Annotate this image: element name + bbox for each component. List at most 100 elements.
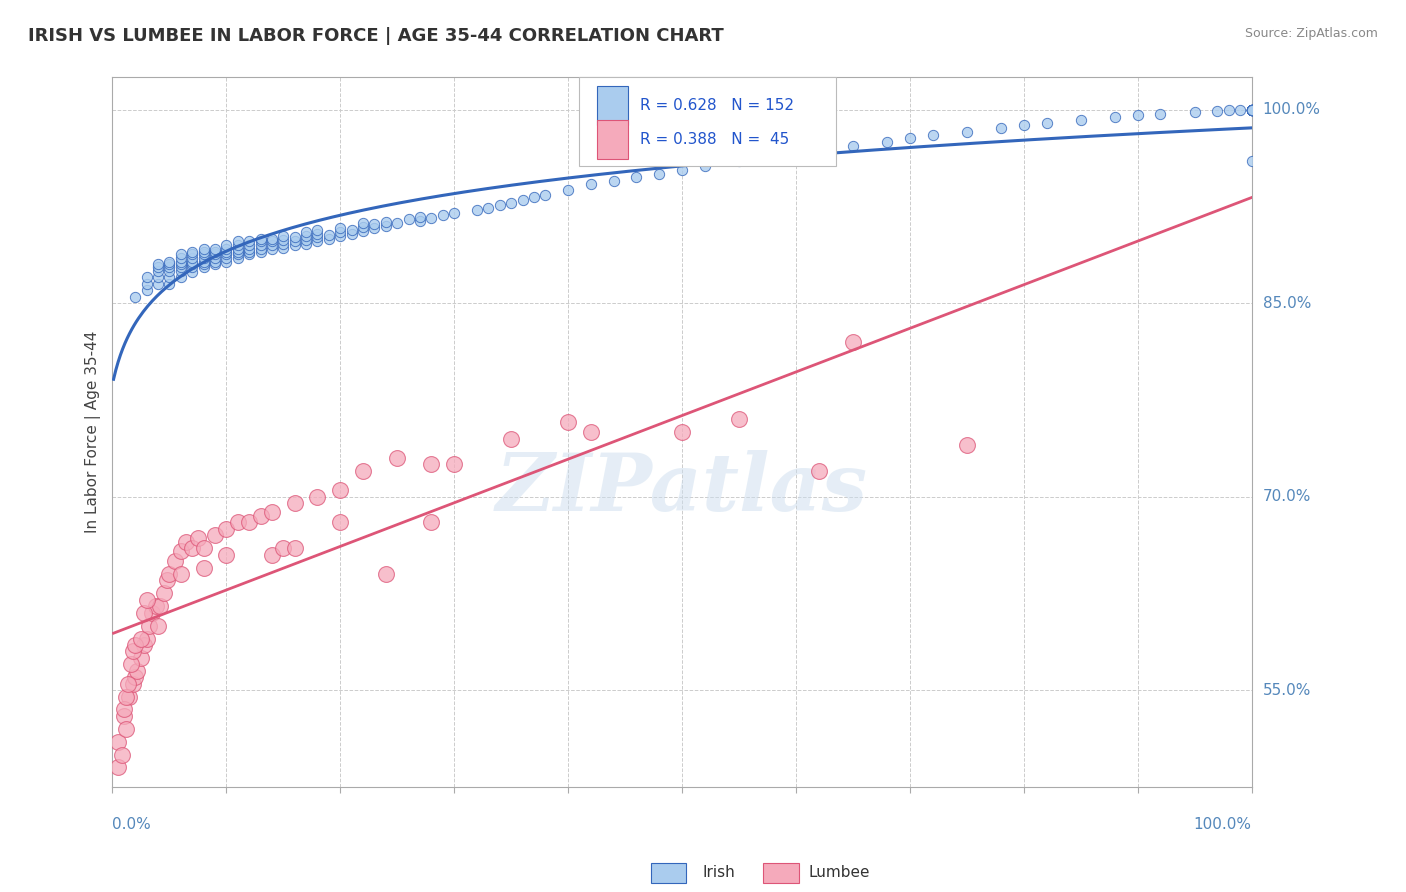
Point [1240,103,1263,117]
Point [107,735,129,749]
Point [145,599,167,614]
Point [648,167,671,181]
Point [146,257,169,271]
Point [156,574,179,588]
Point [215,255,238,269]
Point [1240,103,1263,117]
Text: 100.0%: 100.0% [1263,103,1320,117]
Point [260,234,283,248]
Point [135,283,157,297]
Point [115,690,138,704]
Text: Lumbee: Lumbee [808,865,870,880]
Point [318,227,340,242]
Point [226,516,249,530]
Point [307,230,329,244]
Point [329,483,352,498]
Point [193,242,215,256]
Point [295,233,318,247]
Point [420,458,443,472]
Y-axis label: In Labor Force | Age 35-44: In Labor Force | Age 35-44 [86,331,101,533]
Point [398,212,420,227]
Point [107,760,129,774]
Point [260,242,283,256]
Point [374,215,396,229]
Point [693,160,716,174]
Point [138,618,160,632]
Point [170,251,193,265]
Point [170,270,193,285]
Point [112,702,135,716]
Point [420,211,443,225]
Point [170,264,193,278]
Point [956,125,979,139]
Point [124,638,146,652]
Point [238,516,260,530]
Point [176,534,198,549]
Point [307,227,329,241]
Point [477,201,499,215]
Point [193,257,215,271]
Point [1104,111,1126,125]
Point [204,244,226,259]
Point [671,163,693,178]
Point [146,277,169,291]
Point [226,244,249,259]
Point [671,425,693,439]
Point [170,567,193,582]
Text: 70.0%: 70.0% [1263,489,1310,504]
Point [238,234,260,248]
Point [135,632,157,646]
Point [340,222,363,236]
Point [307,490,329,504]
Point [146,270,169,285]
Point [226,234,249,248]
Point [1229,103,1251,117]
Point [204,257,226,271]
Point [134,606,156,620]
Point [1070,113,1092,128]
Point [284,234,307,248]
Point [226,247,249,261]
Point [271,236,294,251]
Point [807,144,830,158]
Point [409,213,432,227]
Point [170,247,193,261]
Point [579,178,602,192]
Text: Source: ZipAtlas.com: Source: ZipAtlas.com [1244,27,1378,40]
Point [181,244,204,259]
Point [149,599,172,614]
Point [157,264,180,278]
Point [501,432,523,446]
Point [170,255,193,269]
Point [284,230,307,244]
Point [135,270,157,285]
Point [876,135,898,149]
Point [329,221,352,235]
Point [152,586,174,600]
Point [110,747,132,762]
Point [363,218,385,232]
Point [1240,103,1263,117]
Point [352,224,374,238]
Point [990,120,1012,135]
Point [215,247,238,261]
Point [420,516,443,530]
Point [204,242,226,256]
Point [238,247,260,261]
Text: 55.0%: 55.0% [1263,682,1310,698]
Point [249,232,271,246]
Point [193,560,215,574]
Point [215,244,238,259]
Point [626,169,648,184]
Point [260,505,283,519]
Point [124,290,146,304]
Point [1218,103,1240,117]
Point [193,244,215,259]
Point [249,234,271,248]
Point [443,206,465,220]
Point [193,260,215,274]
Point [226,251,249,265]
Point [557,183,579,197]
Point [181,255,204,269]
Bar [596,120,628,159]
